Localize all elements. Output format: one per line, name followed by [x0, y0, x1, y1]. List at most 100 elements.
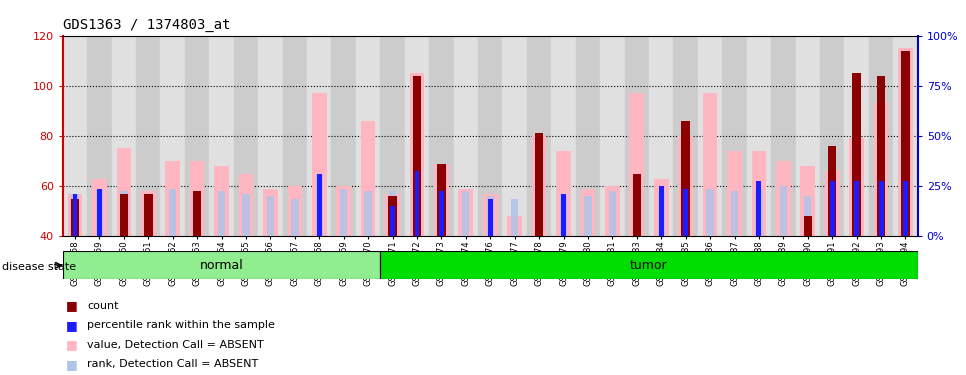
- Bar: [633, 174, 641, 236]
- Bar: [483, 194, 497, 236]
- Bar: [804, 196, 811, 236]
- Bar: [478, 36, 502, 236]
- Text: disease state: disease state: [2, 262, 76, 272]
- Bar: [731, 191, 738, 236]
- Bar: [873, 104, 889, 236]
- Bar: [902, 186, 909, 236]
- Bar: [853, 186, 861, 236]
- Text: value, Detection Call = ABSENT: value, Detection Call = ABSENT: [87, 340, 264, 350]
- Bar: [355, 36, 381, 236]
- Bar: [72, 194, 77, 236]
- Bar: [531, 136, 547, 236]
- Bar: [263, 189, 278, 236]
- Bar: [96, 189, 103, 236]
- Bar: [828, 146, 837, 236]
- Bar: [898, 48, 913, 236]
- Bar: [120, 191, 128, 236]
- Bar: [852, 73, 861, 236]
- Text: percentile rank within the sample: percentile rank within the sample: [87, 320, 274, 330]
- Bar: [405, 36, 429, 236]
- Bar: [796, 36, 820, 236]
- Bar: [185, 36, 210, 236]
- Text: ■: ■: [66, 299, 77, 312]
- Bar: [412, 76, 421, 236]
- Bar: [317, 174, 322, 236]
- Bar: [502, 36, 526, 236]
- Bar: [756, 181, 761, 236]
- Bar: [360, 121, 376, 236]
- Bar: [258, 36, 283, 236]
- Bar: [681, 121, 690, 236]
- Bar: [136, 36, 160, 236]
- Bar: [462, 191, 469, 236]
- Bar: [283, 36, 307, 236]
- Bar: [561, 194, 566, 236]
- Bar: [410, 73, 424, 236]
- Bar: [507, 216, 522, 236]
- Bar: [389, 191, 396, 236]
- Bar: [214, 166, 229, 236]
- Bar: [625, 36, 649, 236]
- Bar: [776, 161, 791, 236]
- Bar: [97, 189, 101, 236]
- Bar: [511, 199, 519, 236]
- Bar: [312, 93, 327, 236]
- Bar: [829, 189, 836, 236]
- Bar: [316, 174, 323, 236]
- Bar: [381, 36, 405, 236]
- Bar: [71, 194, 78, 236]
- Bar: [434, 164, 449, 236]
- Bar: [583, 236, 592, 272]
- Bar: [697, 36, 723, 236]
- Bar: [112, 36, 136, 236]
- Bar: [169, 189, 177, 236]
- Bar: [535, 196, 543, 236]
- Bar: [560, 194, 567, 236]
- Bar: [903, 181, 908, 236]
- Bar: [820, 36, 844, 236]
- Bar: [160, 36, 185, 236]
- Text: ■: ■: [66, 358, 77, 370]
- Bar: [414, 171, 419, 236]
- Bar: [576, 36, 600, 236]
- Bar: [429, 36, 454, 236]
- Bar: [68, 194, 82, 236]
- Bar: [849, 138, 864, 236]
- Text: ■: ■: [66, 338, 77, 351]
- Bar: [63, 251, 381, 279]
- Bar: [600, 36, 625, 236]
- Text: count: count: [87, 301, 119, 310]
- Bar: [364, 191, 372, 236]
- Bar: [830, 181, 835, 236]
- Bar: [894, 36, 918, 236]
- Bar: [771, 36, 796, 236]
- Bar: [454, 36, 478, 236]
- Bar: [145, 194, 152, 236]
- Bar: [552, 36, 576, 236]
- Bar: [288, 186, 302, 236]
- Bar: [439, 191, 443, 236]
- Bar: [390, 206, 395, 236]
- Bar: [120, 194, 128, 236]
- Bar: [605, 186, 620, 236]
- Bar: [87, 36, 112, 236]
- Bar: [438, 191, 445, 236]
- Bar: [682, 186, 690, 236]
- Bar: [584, 196, 591, 236]
- Bar: [438, 164, 445, 236]
- Bar: [877, 76, 885, 236]
- Bar: [673, 36, 697, 236]
- Bar: [331, 36, 355, 236]
- Bar: [218, 191, 225, 236]
- Bar: [727, 151, 742, 236]
- Bar: [141, 191, 156, 236]
- Bar: [649, 36, 673, 236]
- Bar: [413, 174, 420, 236]
- Bar: [144, 194, 153, 236]
- Bar: [683, 189, 688, 236]
- Bar: [877, 186, 885, 236]
- Bar: [526, 36, 552, 236]
- Bar: [581, 189, 595, 236]
- Bar: [633, 189, 640, 236]
- Bar: [193, 194, 201, 236]
